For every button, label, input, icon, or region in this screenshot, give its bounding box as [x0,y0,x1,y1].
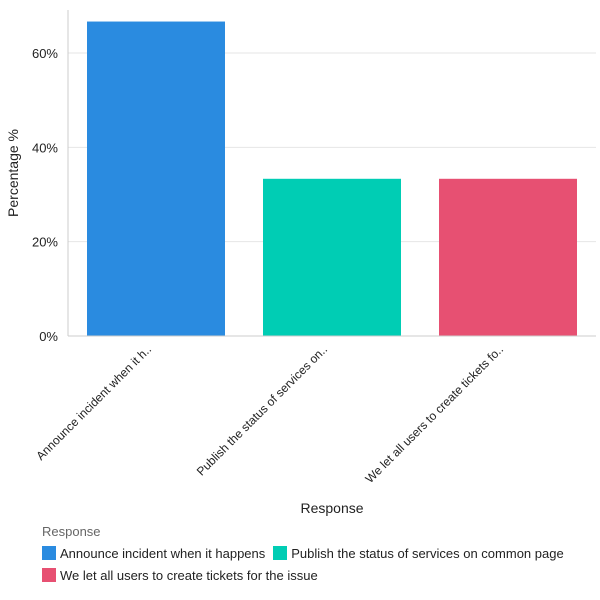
y-tick-label: 20% [32,235,58,250]
y-tick-label: 0% [39,329,58,344]
x-tick-label: Publish the status of services on.. [194,342,330,478]
x-axis-label: Response [300,500,363,516]
legend-swatch-icon [42,568,56,582]
legend-label: Announce incident when it happens [60,545,266,561]
legend-item[interactable]: Announce incident when it happens [42,545,265,561]
legend: Response Announce incident when it happe… [42,524,592,583]
x-tick-label: Announce incident when it h.. [33,342,154,463]
y-axis-ticks: 0% 20% 40% 60% [32,46,58,344]
bar[interactable] [263,178,401,336]
legend-swatch-icon [273,546,288,560]
x-tick-label: We let all users to create tickets fo.. [362,342,506,486]
legend-item[interactable]: We let all users to create tickets for t… [42,567,592,583]
legend-items: Announce incident when it happens Publish… [42,545,592,583]
bar[interactable] [439,178,577,336]
legend-label: We let all users to create tickets for t… [60,567,318,583]
y-axis-label: Percentage % [5,129,21,217]
x-axis-ticks: Announce incident when it h.. Publish the… [33,342,506,486]
legend-title: Response [42,524,101,539]
bar[interactable] [87,21,225,337]
bars [87,21,577,337]
y-tick-label: 60% [32,46,58,61]
y-tick-label: 40% [32,140,58,155]
legend-swatch-icon [42,546,56,560]
legend-label: Publish the status of services on common… [291,545,564,561]
legend-item[interactable]: Publish the status of services on common… [273,545,564,561]
